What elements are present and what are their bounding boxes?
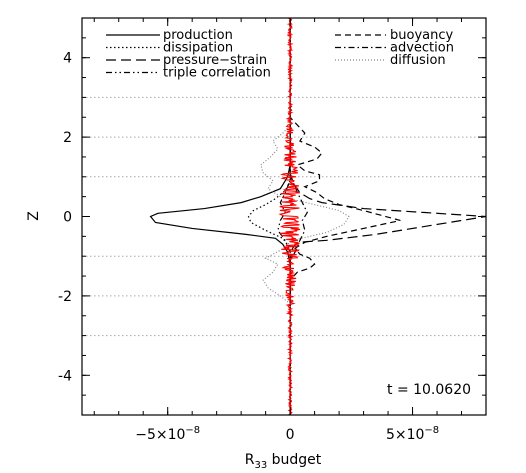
legend-label: diffusion: [390, 53, 446, 68]
series-pressure-strain: [289, 18, 487, 415]
y-axis-title: Z: [26, 211, 42, 221]
x-axis-title: R33 budget: [245, 452, 322, 471]
legend: productiondissipationpressure−straintrip…: [106, 28, 454, 81]
x-tick-label: −5×10−8: [135, 425, 200, 443]
series-buoyancy: [289, 18, 401, 415]
legend-label: pressure−strain: [163, 53, 267, 68]
x-tick-label: 5×10−8: [386, 425, 439, 443]
legend-label: triple correlation: [163, 66, 271, 81]
series-triple-correlation: [277, 18, 291, 415]
legend-label: buoyancy: [390, 28, 453, 43]
x-axis: −5×10−8 0 5×10−8: [93, 18, 487, 443]
total-budget-line: [278, 17, 301, 416]
legend-label: production: [163, 28, 233, 43]
legend-label: advection: [390, 41, 454, 56]
y-tick-label: 2: [63, 130, 72, 146]
plot-frame: [81, 17, 487, 416]
y-tick-label: -4: [58, 368, 72, 384]
series-advection: [289, 18, 308, 415]
time-annotation: t = 10.0620: [387, 382, 471, 398]
legend-label: dissipation: [163, 41, 233, 56]
y-tick-label: 0: [63, 210, 72, 226]
y-tick-label: -2: [58, 289, 72, 305]
series-diffusion: [260, 18, 350, 415]
series-dissipation: [247, 18, 291, 415]
series-total: [278, 17, 301, 416]
grid-lines: [82, 96, 486, 337]
y-tick-label: 4: [63, 51, 72, 67]
y-axis: 4 2 0 -2 -4: [58, 17, 486, 416]
x-tick-label: 0: [286, 427, 295, 443]
